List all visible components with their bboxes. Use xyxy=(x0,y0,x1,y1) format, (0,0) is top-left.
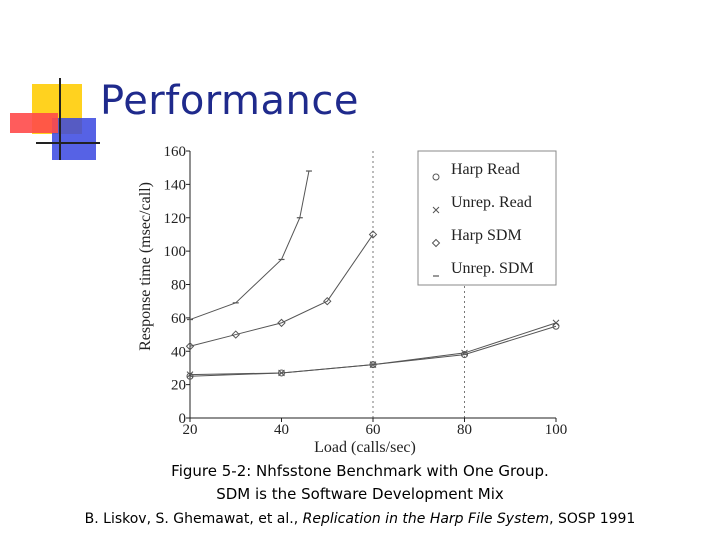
legend-label-harp-read: Harp Read xyxy=(451,161,520,178)
y-tick-label-100: 100 xyxy=(164,244,187,260)
y-tick-label-160: 160 xyxy=(164,144,187,160)
legend-label-harp-sdm: Harp SDM xyxy=(451,227,522,244)
data-point-harp-sdm-30 xyxy=(231,330,240,339)
data-point-harp-sdm-50 xyxy=(323,296,332,306)
x-tick-label-80: 80 xyxy=(457,422,472,438)
slide-title: Performance xyxy=(100,78,359,124)
slide-logo-graphic xyxy=(10,78,100,160)
legend-marker-harp-sdm xyxy=(431,238,441,248)
data-point-unrep-read-60 xyxy=(369,361,377,368)
figure-caption-line-2: SDM is the Software Development Mix xyxy=(216,485,504,503)
series-line-unrep-sdm xyxy=(189,170,310,321)
data-point-unrep-read-40 xyxy=(278,369,285,377)
y-tick-label-40: 40 xyxy=(171,344,186,360)
x-tick-label-100: 100 xyxy=(545,422,568,438)
citation: B. Liskov, S. Ghemawat, et al., Replicat… xyxy=(0,511,720,527)
data-point-unrep-read-100 xyxy=(552,319,560,327)
y-tick-label-120: 120 xyxy=(164,211,187,227)
data-point-harp-sdm-60 xyxy=(368,230,378,239)
y-axis-label: Response time (msec/call) xyxy=(137,182,154,351)
chart-legend: Harp Read Unrep. Read Harp SDM Unrep. SDM xyxy=(417,150,557,286)
legend-marker-harp-read xyxy=(432,173,440,181)
logo-red-bar xyxy=(10,113,58,133)
data-point-harp-read-20 xyxy=(186,372,194,380)
figure-caption-line-1: Figure 5-2: Nhfsstone Benchmark with One… xyxy=(171,462,549,480)
data-point-harp-sdm-40 xyxy=(277,318,286,328)
citation-venue: , SOSP 1991 xyxy=(549,511,636,527)
citation-authors: B. Liskov, S. Ghemawat, et al., xyxy=(84,511,303,527)
data-point-harp-read-80 xyxy=(461,351,468,359)
series-unrep-sdm xyxy=(187,170,312,321)
x-tick-label-20: 20 xyxy=(183,422,198,438)
series-unrep-read xyxy=(186,319,560,378)
x-tick-label-40: 40 xyxy=(274,422,289,438)
data-point-unrep-read-20 xyxy=(186,371,194,378)
y-tick-label-20: 20 xyxy=(171,378,186,394)
x-axis-label: Load (calls/sec) xyxy=(314,439,416,456)
y-tick-label-0: 0 xyxy=(179,411,187,427)
legend-box xyxy=(417,150,557,286)
y-tick-label-140: 140 xyxy=(164,177,187,193)
series-harp-sdm xyxy=(185,230,378,351)
citation-paper-title: Replication in the Harp File System xyxy=(302,511,550,527)
legend-marker-unrep-read xyxy=(432,206,440,214)
legend-label-unrep-read: Unrep. Read xyxy=(451,194,532,211)
series-line-harp-sdm xyxy=(189,234,374,347)
y-tick-label-80: 80 xyxy=(171,278,186,294)
legend-label-unrep-sdm: Unrep. SDM xyxy=(451,260,534,277)
data-point-harp-sdm-20 xyxy=(185,342,195,351)
x-tick-label-60: 60 xyxy=(366,422,381,438)
y-tick-label-60: 60 xyxy=(171,311,186,327)
data-point-unrep-read-80 xyxy=(461,349,468,357)
